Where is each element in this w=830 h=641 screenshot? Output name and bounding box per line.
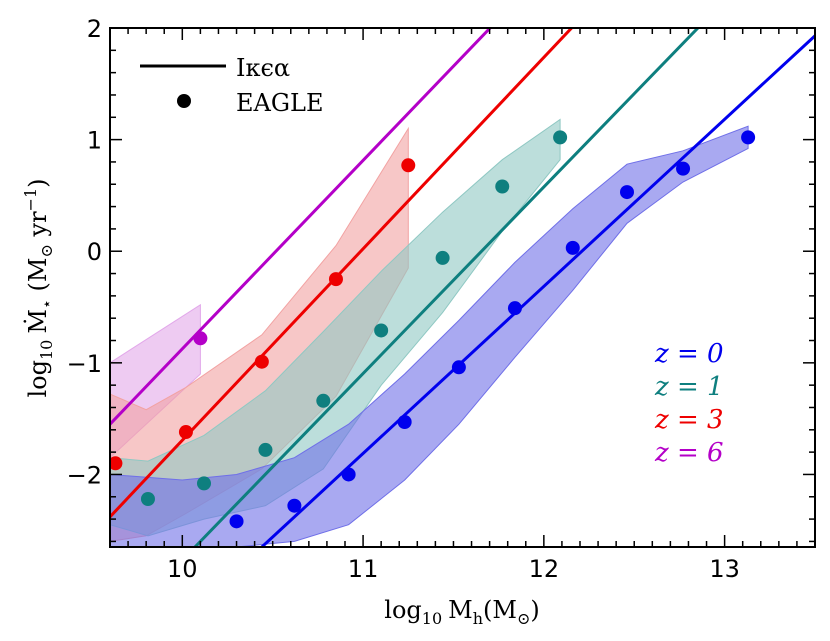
point-z0	[741, 130, 756, 145]
y-tick-label: 1	[87, 127, 102, 155]
legend-dots-label: EAGLE	[236, 89, 323, 117]
point-z3	[401, 158, 416, 173]
y-tick-label: −2	[67, 461, 102, 489]
point-z0	[451, 360, 466, 375]
point-z1	[197, 476, 211, 491]
z6-label: z = 6	[654, 438, 724, 468]
legend: Iκϵα EAGLE	[140, 54, 323, 117]
legend-dot-swatch	[177, 94, 191, 108]
x-tick-label: 12	[529, 555, 560, 583]
line-z6	[110, 28, 493, 426]
x-tick-label: 10	[167, 555, 198, 583]
y-axis-label: log10Ṁ⋆ (M⊙ yr−1)	[21, 178, 56, 397]
x-tick-label: 11	[348, 555, 379, 583]
band-z0	[110, 125, 749, 547]
z3-label: z = 3	[654, 405, 724, 435]
point-z3	[328, 272, 343, 287]
point-z1	[495, 179, 510, 194]
line-z1	[193, 28, 700, 547]
eagle-points	[110, 130, 756, 529]
y-tick-label: 0	[87, 238, 102, 266]
y-tick-label: −1	[67, 350, 102, 378]
plot-frame	[109, 27, 816, 548]
axis-ticks	[109, 27, 816, 547]
point-z6	[193, 331, 208, 346]
point-z3	[254, 354, 269, 369]
point-z1	[140, 492, 155, 507]
z0-label: z = 0	[654, 339, 724, 369]
point-z0	[397, 414, 412, 429]
redshift-labels: z = 0 z = 1 z = 3 z = 6	[654, 339, 724, 468]
x-tick-label: 13	[709, 555, 740, 583]
point-z0	[229, 514, 244, 529]
y-tick-label: 2	[87, 15, 102, 43]
point-z0	[287, 498, 302, 513]
point-z3	[110, 456, 123, 471]
point-z1	[435, 250, 450, 265]
point-z3	[178, 425, 193, 440]
legend-line-label: Iκϵα	[236, 54, 290, 82]
point-z1	[374, 323, 389, 338]
z1-label: z = 1	[654, 372, 724, 402]
point-z1	[258, 442, 273, 457]
point-z1	[553, 130, 568, 145]
x-axis-label: log10 Mh(M⊙)	[384, 596, 539, 628]
line-z0	[260, 33, 815, 547]
point-z0	[565, 240, 580, 255]
point-z0	[620, 185, 634, 200]
point-z0	[507, 301, 522, 316]
point-z0	[676, 161, 691, 176]
point-z1	[316, 393, 331, 408]
point-z0	[341, 467, 356, 482]
